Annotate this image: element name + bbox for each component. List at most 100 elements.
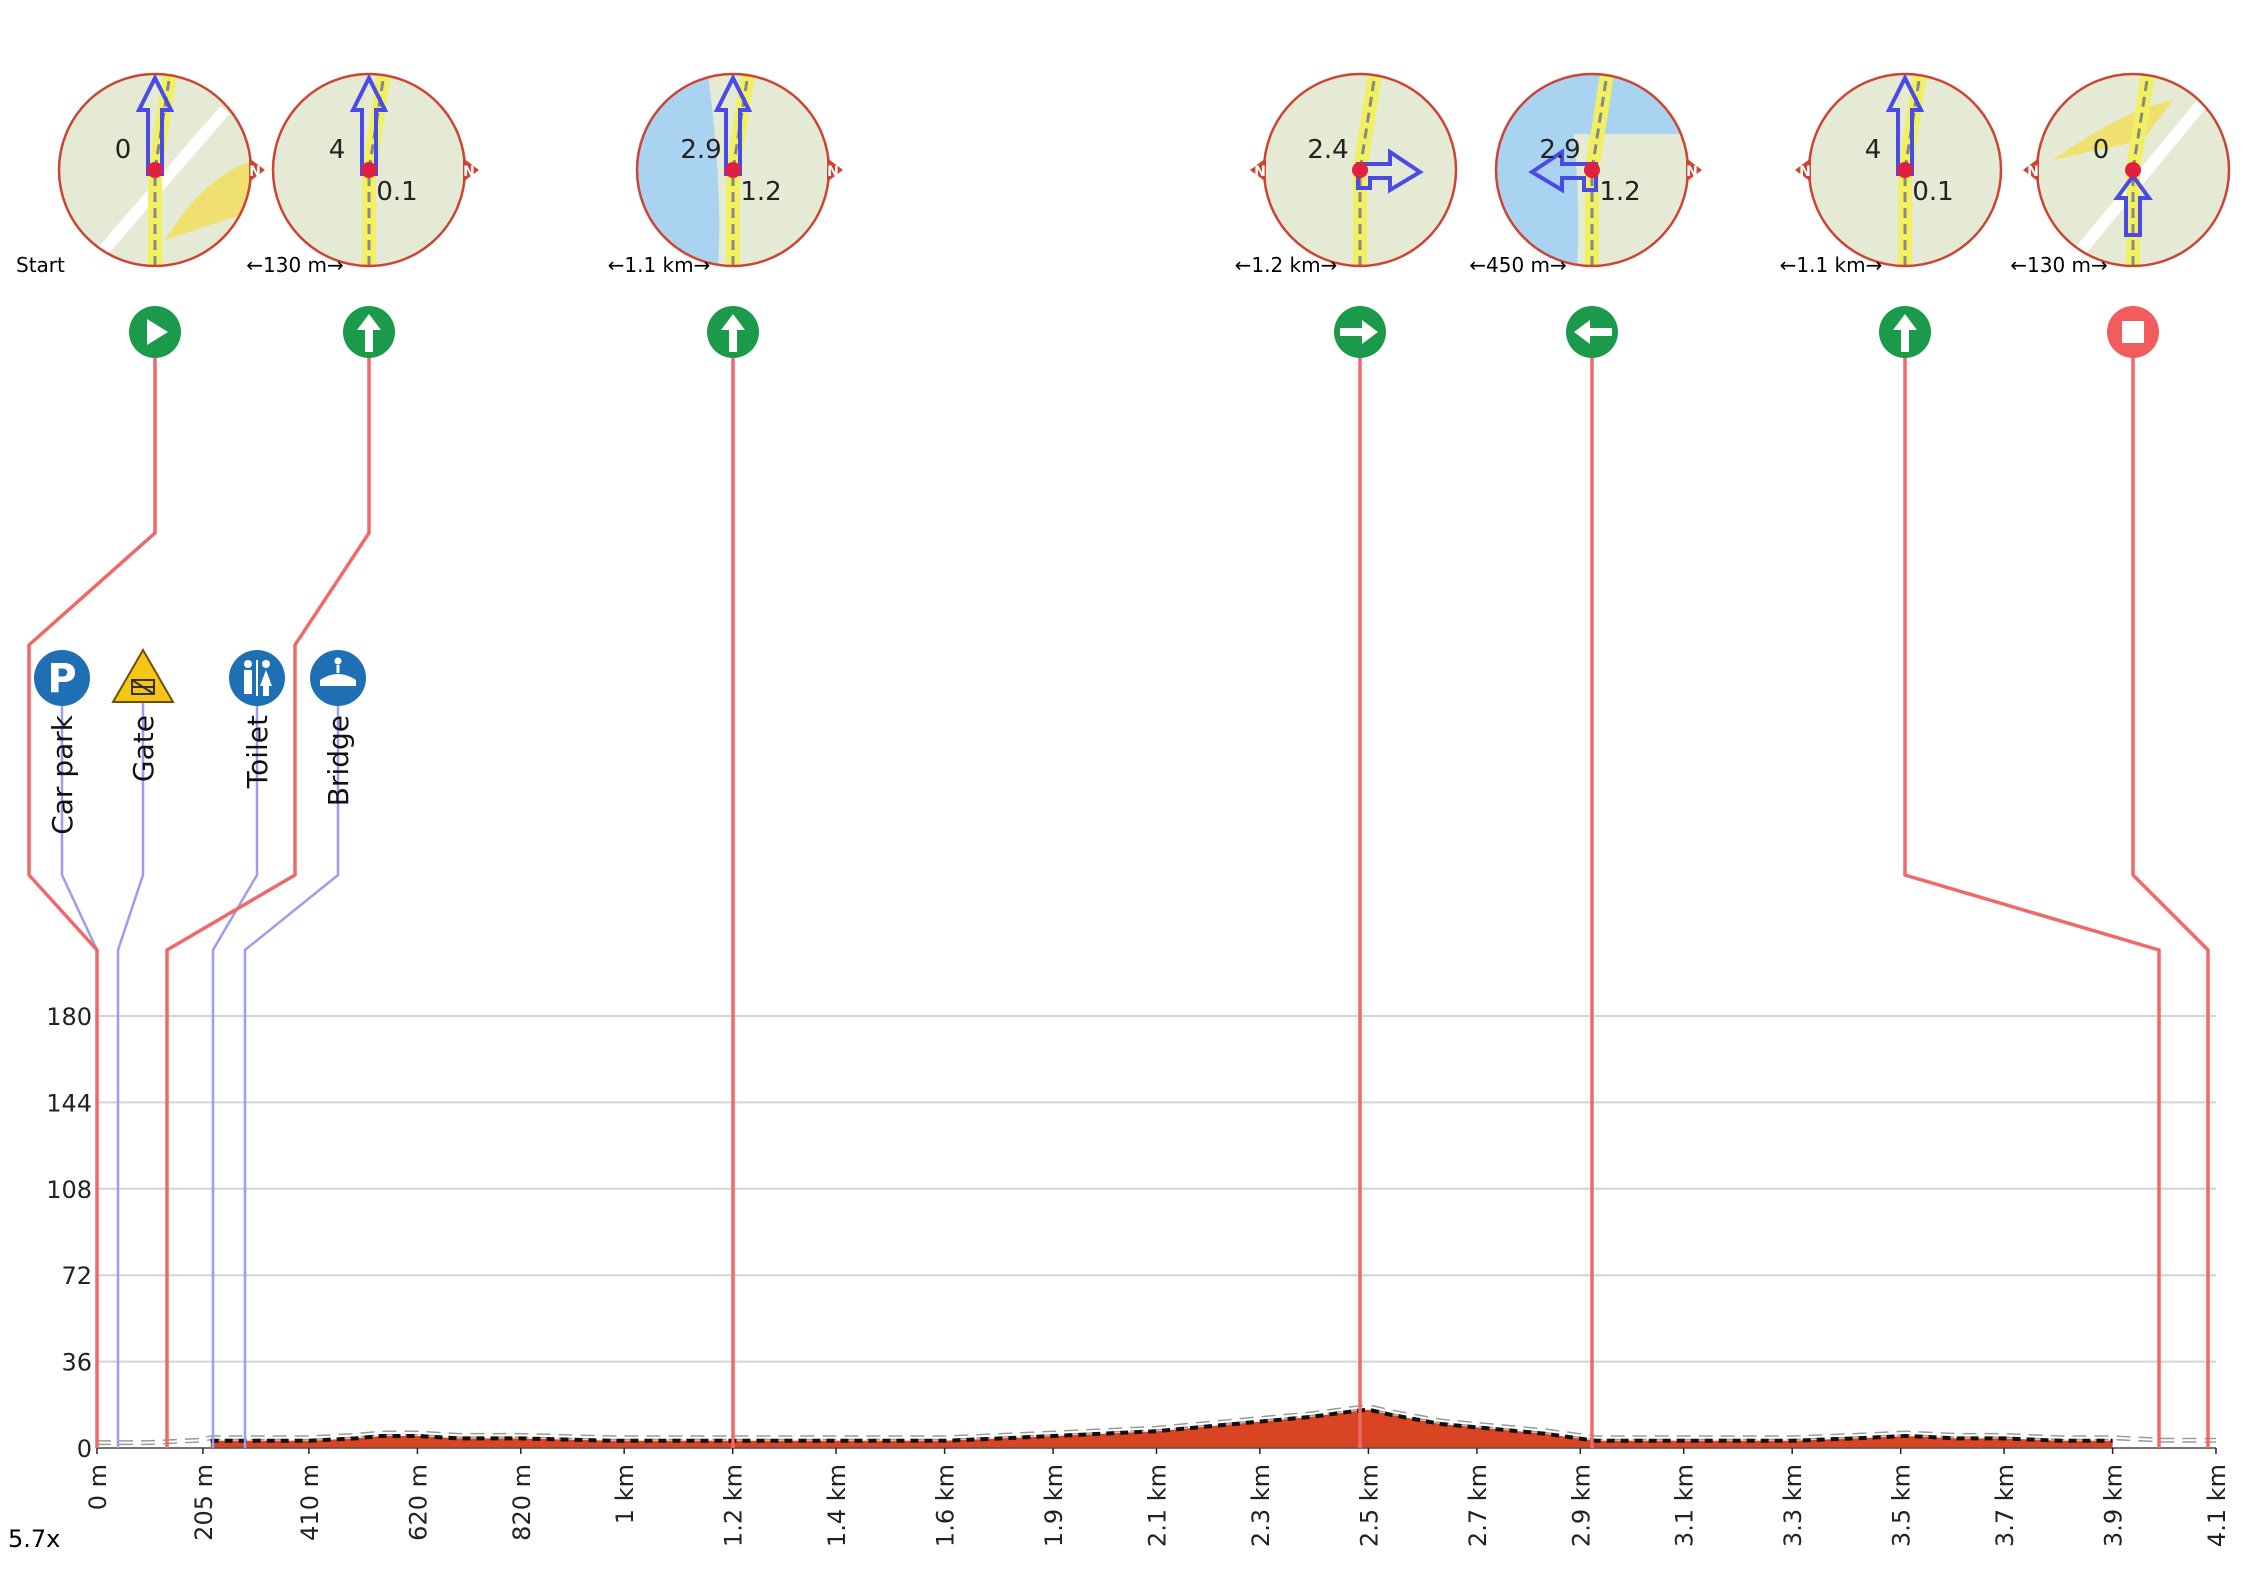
inset-distance-near: 2.9 bbox=[1539, 135, 1580, 165]
north-label: N bbox=[463, 164, 475, 180]
x-tick-label: 3.9 km bbox=[2100, 1464, 2128, 1547]
current-position-dot bbox=[725, 162, 741, 178]
poi-toilet: Toilet bbox=[211, 650, 285, 1448]
current-position-dot bbox=[1584, 162, 1600, 178]
turn-4: 2.4 N ←1.2 km→ bbox=[1235, 72, 1458, 1448]
route-arrow-icon bbox=[1528, 148, 1598, 194]
route-arrow-icon bbox=[135, 74, 175, 176]
north-arrow-icon bbox=[2023, 158, 2039, 182]
turn-label: Start bbox=[16, 253, 65, 277]
turn-map-inset: 0N bbox=[2023, 72, 2231, 268]
north-label: N bbox=[1254, 164, 1266, 180]
x-tick-label: 410 m bbox=[296, 1464, 324, 1541]
turn-gap-distance: ←130 m→ bbox=[2010, 253, 2108, 277]
signal-left-icon bbox=[1566, 306, 1618, 358]
turn-5: 2.9 1.2 N ←450 m→ bbox=[1469, 72, 1702, 1448]
elevation-track-line bbox=[210, 1407, 2113, 1443]
water-area bbox=[637, 74, 720, 266]
signal-stop-icon bbox=[2107, 306, 2159, 358]
inset-distance-near: 4 bbox=[1865, 135, 1882, 165]
y-tick-label: 72 bbox=[61, 1262, 92, 1290]
turn-leader-line bbox=[2131, 355, 2210, 1448]
inset-map-content: 40.1 bbox=[273, 74, 465, 266]
x-tick-label: 620 m bbox=[404, 1464, 432, 1541]
y-tick-label: 144 bbox=[46, 1089, 92, 1117]
north-label: N bbox=[1686, 164, 1698, 180]
y-tick-label: 108 bbox=[46, 1176, 92, 1204]
poi-gate: Gate bbox=[111, 647, 175, 1448]
x-tick-label: 820 m bbox=[508, 1464, 536, 1541]
road bbox=[2068, 86, 2218, 264]
elevation-area bbox=[210, 1409, 2113, 1448]
x-tick-label: 2.3 km bbox=[1247, 1464, 1275, 1547]
turn-7: 0N←130 m→ bbox=[2010, 72, 2231, 1448]
full-route-trace-core bbox=[97, 1405, 2216, 1444]
bridge-icon bbox=[310, 650, 366, 706]
inset-distance-near: 0 bbox=[2093, 135, 2110, 165]
turn-gap-distance: ←450 m→ bbox=[1469, 253, 1567, 277]
north-arrow-icon bbox=[1795, 158, 1811, 182]
route-arrow-icon bbox=[1885, 74, 1925, 176]
zoom-scale-label: 5.7x bbox=[8, 1525, 61, 1553]
x-tick-label: 1.2 km bbox=[720, 1464, 748, 1547]
x-tick-label: 0 m bbox=[84, 1464, 112, 1510]
north-label: N bbox=[1799, 164, 1811, 180]
poi-leader-line bbox=[243, 700, 340, 1448]
poi-label: Gate bbox=[127, 715, 160, 782]
current-position-dot bbox=[147, 162, 163, 178]
poi-car-park: P Car park bbox=[34, 650, 99, 1448]
field-area bbox=[165, 160, 251, 240]
turn-map-inset: 0N bbox=[57, 72, 265, 268]
poi-label: Car park bbox=[46, 714, 79, 835]
inset-distance-far: 0.1 bbox=[1912, 177, 1953, 207]
inset-distance-far: 0.1 bbox=[376, 177, 417, 207]
inset-distance-far: 1.2 bbox=[740, 177, 781, 207]
inset-distance-near: 2.4 bbox=[1307, 135, 1348, 165]
x-tick-label: 1.4 km bbox=[823, 1464, 851, 1547]
poi-leader-line bbox=[211, 700, 259, 1448]
signal-straight-icon bbox=[1879, 306, 1931, 358]
toilet-icon bbox=[229, 650, 285, 706]
turn-leader-line bbox=[1903, 355, 2161, 1448]
y-tick-label: 36 bbox=[61, 1349, 92, 1377]
turn-3: 2.9 1.2 N ←1.1 km→ bbox=[608, 72, 843, 1448]
turn-map-inset: 2.9 1.2 N bbox=[1494, 72, 1702, 268]
turn-gap-distance: ←1.2 km→ bbox=[1235, 253, 1338, 277]
x-tick-label: 205 m bbox=[190, 1464, 218, 1541]
route-arrow-icon bbox=[349, 74, 389, 176]
signal-start-icon bbox=[129, 306, 181, 358]
poi-label: Toilet bbox=[241, 715, 274, 789]
y-axis-ticks: 0 36 72 108 144 180 bbox=[46, 1003, 92, 1463]
current-position-dot bbox=[1897, 162, 1913, 178]
turn-gap-distance: ←1.1 km→ bbox=[608, 253, 711, 277]
x-tick-label: 2.9 km bbox=[1567, 1464, 1595, 1547]
route-arrow-icon bbox=[2113, 172, 2153, 237]
turn-leader-line bbox=[27, 355, 157, 1448]
turn-2: 40.1N←130 m→ bbox=[165, 72, 479, 1448]
inset-distance-far: 1.2 bbox=[1599, 177, 1640, 207]
inset-distance-near: 2.9 bbox=[680, 135, 721, 165]
turn-map-inset: 4 0.1 N bbox=[1795, 72, 2003, 268]
north-label: N bbox=[249, 164, 261, 180]
elevation-profile bbox=[97, 1404, 2216, 1449]
signal-straight-icon bbox=[707, 306, 759, 358]
y-tick-label: 0 bbox=[77, 1435, 92, 1463]
north-label: N bbox=[827, 164, 839, 180]
north-arrow-icon bbox=[463, 158, 479, 182]
x-tick-label: 2.7 km bbox=[1464, 1464, 1492, 1547]
inset-map-content: 2.4 bbox=[1264, 74, 1456, 266]
gate-warning-icon bbox=[111, 647, 175, 703]
inset-distance-near: 4 bbox=[329, 135, 346, 165]
current-position-dot bbox=[2125, 162, 2141, 178]
inset-map-content: 2.9 1.2 bbox=[637, 74, 829, 266]
poi-bridge: Bridge bbox=[243, 650, 366, 1448]
current-position-dot bbox=[1352, 162, 1368, 178]
turn-gap-distance: ←130 m→ bbox=[246, 253, 344, 277]
turn-map-inset: 2.4 N bbox=[1250, 72, 1458, 268]
turn-leader-line bbox=[165, 355, 371, 1448]
parking-glyph: P bbox=[47, 656, 76, 702]
route-arrow-icon bbox=[713, 74, 753, 176]
route-arrow-icon bbox=[1356, 148, 1424, 194]
north-label: N bbox=[2027, 164, 2039, 180]
